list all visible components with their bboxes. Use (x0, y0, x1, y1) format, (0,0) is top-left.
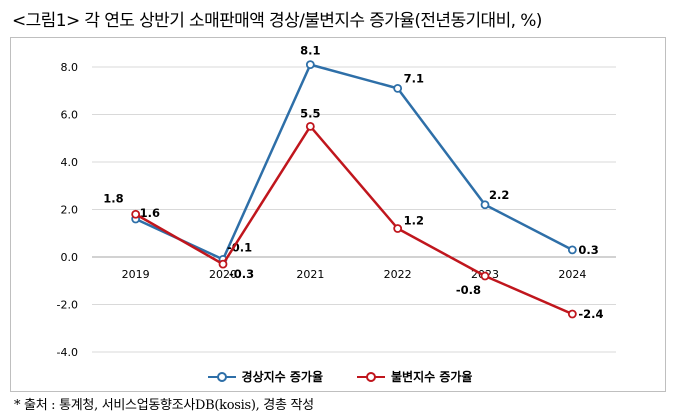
legend-swatch-real (357, 371, 385, 382)
y-tick-label: 6.0 (61, 109, 79, 122)
data-label: 8.1 (300, 44, 320, 58)
y-tick-label: 8.0 (61, 61, 79, 74)
legend-label-nominal: 경상지수 증가율 (241, 370, 323, 384)
data-label: 0.3 (578, 243, 598, 257)
data-label: -2.4 (578, 307, 603, 321)
data-point (131, 209, 141, 219)
data-label: 1.6 (140, 206, 160, 220)
data-label: 5.5 (300, 106, 320, 120)
data-label: 1.2 (404, 214, 424, 228)
data-point (480, 271, 490, 281)
x-tick-label: 2021 (296, 268, 324, 281)
data-point (480, 200, 490, 210)
data-point (218, 259, 228, 269)
legend: 경상지수 증가율 불변지수 증가율 (0, 368, 680, 385)
x-tick-label: 2019 (122, 268, 150, 281)
chart-frame (10, 37, 666, 392)
data-label: 7.1 (404, 71, 424, 85)
series-line-real (135, 125, 573, 316)
data-label: 1.8 (103, 191, 123, 205)
y-tick-label: -2.0 (57, 299, 78, 312)
data-point (393, 224, 403, 233)
chart-title: <그림1> 각 연도 상반기 소매판매액 경상/불변지수 증가율(전년동기대비,… (12, 11, 542, 31)
data-label: 2.2 (489, 188, 509, 202)
data-label: -0.3 (229, 267, 254, 281)
x-tick-label: 2024 (558, 268, 586, 281)
data-point (305, 60, 315, 70)
legend-label-real: 불변지수 증가율 (391, 370, 473, 384)
data-label: -0.1 (227, 240, 252, 254)
data-label: -0.8 (456, 283, 481, 297)
source-note: * 출처 : 통계청, 서비스업동향조사DB(kosis), 경총 작성 (14, 398, 314, 413)
data-point (393, 83, 403, 93)
y-tick-label: 0.0 (61, 251, 79, 264)
legend-item-nominal: 경상지수 증가율 (207, 368, 323, 385)
x-tick-label: 2022 (384, 268, 412, 281)
y-tick-label: 4.0 (61, 156, 79, 169)
legend-swatch-nominal (207, 371, 236, 382)
y-tick-label: -4.0 (57, 346, 78, 359)
x-tick-label: 2020 (209, 268, 237, 281)
legend-item-real: 불변지수 증가율 (357, 368, 472, 385)
data-point (567, 309, 577, 319)
series-line-nominal (135, 63, 573, 261)
data-point (305, 121, 315, 131)
data-point (567, 245, 577, 255)
y-tick-label: 2.0 (61, 204, 79, 217)
